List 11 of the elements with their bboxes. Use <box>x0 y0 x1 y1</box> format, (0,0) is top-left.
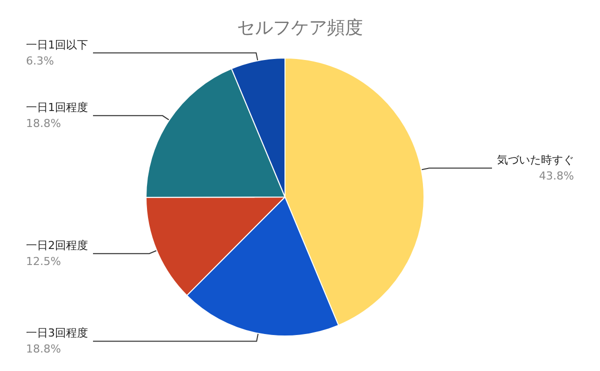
slice-label: 一日3回程度 <box>26 326 88 340</box>
slice-label: 一日1回以下 <box>26 38 88 52</box>
data-label: 12.5% <box>26 255 61 268</box>
slice-label: 一日1回程度 <box>26 101 88 114</box>
chart-title: セルフケア頻度 <box>237 18 363 38</box>
slice-label: 一日2回程度 <box>26 239 88 252</box>
data-label: 43.8% <box>539 170 574 183</box>
data-label: 18.8% <box>26 342 61 356</box>
slice-label: 気づいた時すぐ <box>497 154 574 167</box>
data-label: 18.8% <box>26 117 61 130</box>
data-label: 6.3% <box>26 54 54 68</box>
